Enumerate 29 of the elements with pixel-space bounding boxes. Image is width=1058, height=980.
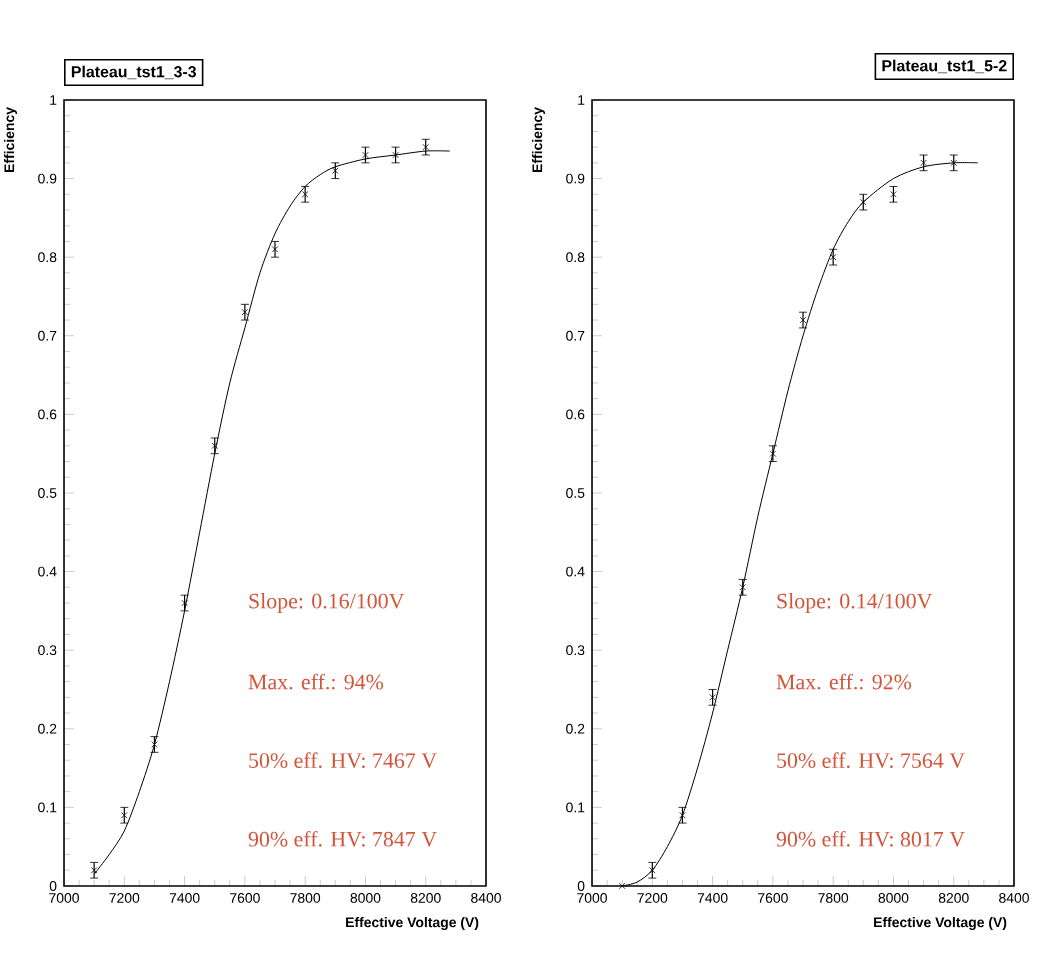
annotation: 50% eff. HV: 7564 V <box>777 752 965 769</box>
point <box>799 316 807 324</box>
point <box>241 308 249 316</box>
point <box>679 812 686 819</box>
point <box>301 191 309 198</box>
point <box>422 143 429 151</box>
point <box>271 246 279 253</box>
point <box>362 151 369 159</box>
point <box>860 198 867 206</box>
point <box>920 159 927 167</box>
point <box>121 812 128 819</box>
annotation: Slope: 0.14/100V <box>777 593 933 613</box>
annotation: Max. eff.: 94% <box>248 673 384 690</box>
point <box>392 151 399 159</box>
point <box>709 694 716 701</box>
point <box>890 191 897 198</box>
point <box>769 450 777 457</box>
annotation: 90% eff. HV: 7847 V <box>248 830 437 847</box>
point <box>332 167 339 174</box>
annotation: Slope: 0.16/100V <box>249 593 405 613</box>
annotation: 90% eff. HV: 8017 V <box>776 830 965 847</box>
point <box>211 442 218 450</box>
point <box>950 159 957 167</box>
point <box>739 584 746 591</box>
point <box>829 253 837 261</box>
point <box>649 867 656 874</box>
annotation: 50% eff. HV: 7467 V <box>249 752 437 769</box>
annotation: Max. eff.: 92% <box>776 673 912 690</box>
point <box>181 599 188 607</box>
